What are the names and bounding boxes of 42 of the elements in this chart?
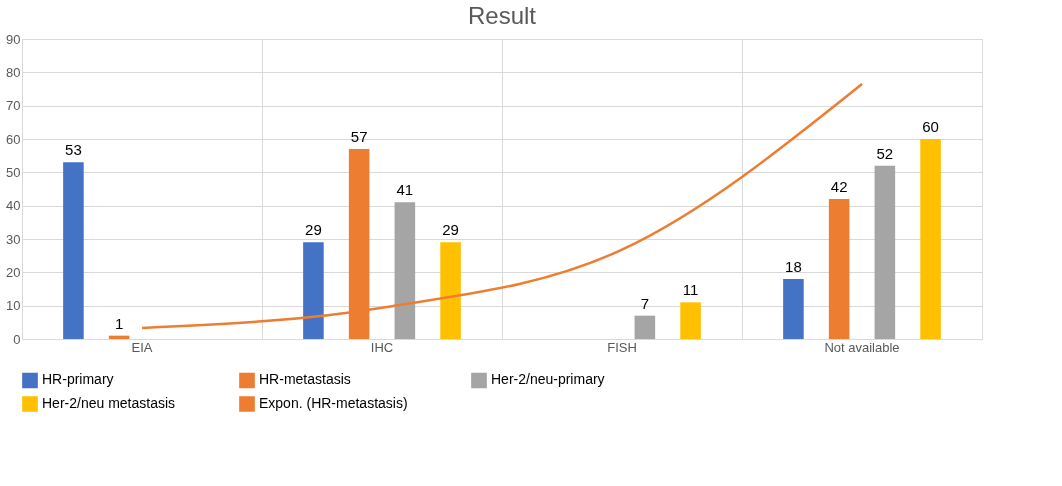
data-label: 41 bbox=[396, 181, 414, 199]
bar bbox=[440, 242, 461, 339]
data-label: 1 bbox=[114, 314, 124, 332]
legend-label: Her-2/neu metastasis bbox=[42, 395, 176, 411]
x-tick-label: FISH bbox=[607, 339, 637, 355]
y-tick-label: 70 bbox=[6, 98, 21, 114]
bar bbox=[828, 199, 850, 339]
legend-label: HR-primary bbox=[42, 371, 114, 388]
data-label: 7 bbox=[640, 294, 650, 312]
data-label: 60 bbox=[922, 118, 939, 135]
legend-label: HR-metastasis bbox=[259, 371, 351, 388]
bar bbox=[874, 165, 896, 339]
legend-label: Her-2/neu-primary bbox=[491, 371, 605, 388]
data-label: 11 bbox=[682, 281, 699, 299]
bar bbox=[680, 302, 701, 339]
x-tick-label: IHC bbox=[370, 339, 394, 355]
y-tick-label: 20 bbox=[6, 264, 21, 280]
data-label: 29 bbox=[442, 221, 459, 239]
y-tick-label: 80 bbox=[6, 64, 21, 80]
data-label: 42 bbox=[830, 178, 848, 195]
y-tick-label: 10 bbox=[6, 298, 21, 314]
x-tick-label: Not available bbox=[824, 339, 900, 355]
bar bbox=[783, 279, 804, 339]
x-tick-label: EIA bbox=[131, 339, 153, 355]
data-label: 52 bbox=[876, 144, 894, 162]
legend-label: Expon. (HR-metastasis) bbox=[259, 395, 408, 411]
y-tick-label: 40 bbox=[6, 198, 21, 214]
data-label: 29 bbox=[305, 221, 322, 239]
chart-title: Result bbox=[467, 2, 537, 29]
bar bbox=[303, 242, 324, 339]
y-tick-label: 60 bbox=[6, 131, 21, 147]
data-label: 57 bbox=[350, 128, 368, 145]
data-label: 53 bbox=[65, 141, 82, 159]
y-tick-label: 50 bbox=[6, 164, 21, 180]
bar bbox=[63, 162, 84, 339]
bar bbox=[920, 139, 941, 339]
bar bbox=[394, 202, 416, 339]
y-tick-label: 30 bbox=[6, 231, 21, 247]
y-tick-label: 0 bbox=[13, 331, 21, 347]
bar bbox=[634, 315, 656, 339]
y-tick-label: 90 bbox=[6, 31, 21, 47]
data-label: 18 bbox=[785, 258, 802, 275]
